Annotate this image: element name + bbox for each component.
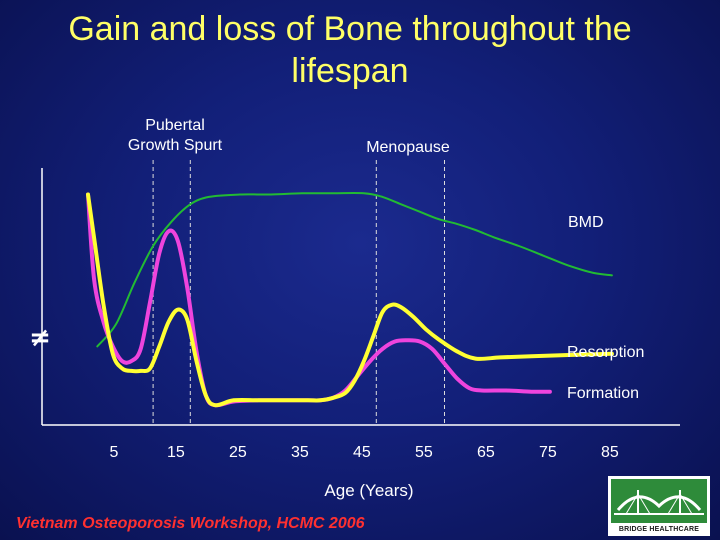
x-tick-label: 45 <box>353 444 371 461</box>
pubertal-growth-spurt-label: Pubertal Growth Spurt <box>112 116 238 156</box>
chart-title-line-2: lifespan <box>291 52 409 90</box>
series-line-resorption <box>86 192 614 408</box>
chart-title: Gain and loss of Bone throughout the lif… <box>0 8 700 92</box>
series-label-formation: Formation <box>567 385 639 402</box>
chart-axes <box>41 168 680 426</box>
logo-text: BRIDGE HEALTHCARE <box>618 526 700 533</box>
series-labels: BMD Resorption Formation <box>567 214 644 402</box>
bridge-healthcare-logo: BRIDGE HEALTHCARE <box>608 476 710 536</box>
series-line-formation <box>86 192 552 408</box>
bridge-logo-icon <box>611 479 707 523</box>
x-tick-label: 35 <box>291 444 309 461</box>
chart-series <box>86 192 614 408</box>
x-tick-label: 75 <box>539 444 557 461</box>
series-label-bmd: BMD <box>568 214 604 231</box>
x-tick-label: 55 <box>415 444 433 461</box>
series-line-bmd <box>96 192 613 348</box>
x-tick-label: 65 <box>477 444 495 461</box>
pubertal-label-line-2: Growth Spurt <box>127 137 223 154</box>
footer-text: Vietnam Osteoporosis Workshop, HCMC 2006 <box>16 515 365 532</box>
x-axis-label: Age (Years) <box>324 481 413 500</box>
x-tick-labels: 5 15 25 35 45 55 65 75 85 <box>109 444 618 461</box>
x-tick-label: 25 <box>229 444 247 461</box>
menopause-label: Menopause <box>366 139 450 156</box>
chart-title-line-1: Gain and loss of Bone throughout the <box>68 10 632 48</box>
x-tick-label: 5 <box>109 444 118 461</box>
x-tick-label: 85 <box>601 444 619 461</box>
x-tick-label: 15 <box>167 444 185 461</box>
series-label-resorption: Resorption <box>567 344 644 361</box>
pubertal-label-line-1: Pubertal <box>145 117 205 134</box>
y-axis-break-icon: ≠ <box>29 323 51 353</box>
